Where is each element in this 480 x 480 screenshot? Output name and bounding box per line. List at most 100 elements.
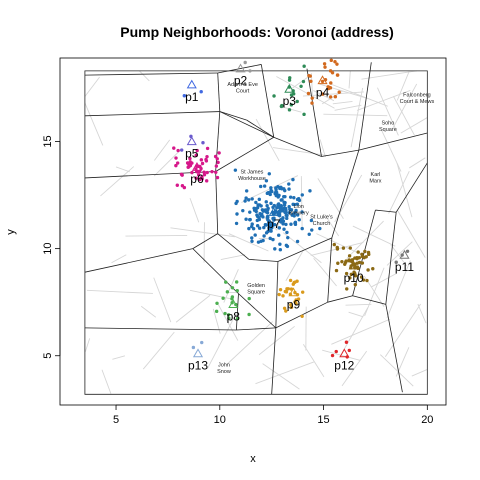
pump-p9-marker <box>288 287 299 297</box>
case-point <box>328 69 333 73</box>
case-point <box>307 232 311 236</box>
case-point <box>359 275 364 279</box>
voronoi-edge <box>236 327 276 331</box>
case-point <box>286 287 291 291</box>
case-point <box>360 261 365 265</box>
street-segment <box>356 90 411 111</box>
landmark-label: Square <box>379 127 397 133</box>
case-point <box>288 278 293 283</box>
case-point <box>348 276 352 280</box>
case-point <box>235 316 240 321</box>
voronoi-edge <box>385 304 403 393</box>
street-segment <box>396 209 426 258</box>
case-point <box>309 218 314 223</box>
voronoi-edge <box>192 248 239 294</box>
case-point <box>284 213 288 217</box>
case-point <box>188 160 192 164</box>
case-point <box>278 242 282 246</box>
case-point <box>360 252 364 256</box>
case-point <box>287 211 292 215</box>
voronoi-edge <box>217 72 221 112</box>
case-point <box>277 193 281 198</box>
street-segment <box>390 244 407 267</box>
landmark-label: John <box>218 362 230 368</box>
case-point <box>322 62 327 66</box>
case-point <box>234 201 238 206</box>
case-point <box>281 222 285 226</box>
landmark-label: Adam & Eve <box>227 82 258 88</box>
case-point <box>217 151 221 155</box>
pump-p8-marker <box>228 299 239 308</box>
landmark-label: Church <box>313 221 331 227</box>
case-point <box>365 278 369 283</box>
case-point <box>343 262 347 267</box>
case-point <box>257 217 262 222</box>
case-point <box>174 163 178 168</box>
case-point <box>405 249 410 254</box>
voronoi-edge <box>215 136 274 172</box>
case-point <box>194 153 198 158</box>
case-point <box>353 256 357 260</box>
case-point <box>295 213 300 217</box>
case-point <box>294 301 298 306</box>
case-point <box>394 260 398 264</box>
case-point <box>230 297 234 301</box>
case-point <box>254 206 259 211</box>
case-point <box>259 184 263 189</box>
street-segment <box>331 318 391 345</box>
case-point <box>353 271 357 276</box>
case-point <box>310 101 314 105</box>
case-point <box>214 164 219 168</box>
x-tick-label: 5 <box>113 414 119 426</box>
case-point <box>295 239 300 244</box>
pump-p5-marker <box>186 136 197 146</box>
case-point <box>205 146 210 151</box>
case-point <box>215 301 219 305</box>
case-point <box>195 148 199 153</box>
street-segment <box>396 162 413 218</box>
street-segment <box>86 289 153 294</box>
pump-p6-marker <box>191 162 203 171</box>
case-point <box>241 208 245 213</box>
street-segment <box>392 95 415 136</box>
street-segment <box>352 225 396 247</box>
case-point <box>257 226 262 230</box>
case-point <box>284 222 288 227</box>
voronoi-edge <box>260 64 275 138</box>
case-point <box>272 94 276 98</box>
map-boundary <box>84 70 428 395</box>
voronoi-edge <box>248 258 278 262</box>
case-point <box>300 314 304 319</box>
pump-p12-marker <box>339 348 350 358</box>
voronoi-edge <box>235 293 239 331</box>
landmark-label: St James <box>240 170 263 176</box>
street-segment <box>313 257 337 287</box>
case-point <box>270 221 274 225</box>
voronoi-edge <box>358 132 428 151</box>
case-point <box>267 226 271 230</box>
case-point <box>328 95 333 99</box>
case-point <box>297 198 302 203</box>
case-point <box>190 170 194 175</box>
case-point <box>224 280 228 284</box>
case-point <box>274 190 279 195</box>
case-point <box>283 194 287 199</box>
case-point <box>320 79 325 84</box>
street-segment <box>100 166 135 197</box>
case-point <box>210 169 214 174</box>
case-point <box>329 81 333 85</box>
street-segment <box>84 76 100 97</box>
case-point <box>277 213 282 218</box>
case-point <box>332 242 336 247</box>
case-point <box>243 60 247 65</box>
street-segment <box>139 70 150 82</box>
case-point <box>250 197 254 201</box>
case-point <box>200 175 204 179</box>
case-point <box>214 309 219 314</box>
pump-p3-label: p3 <box>283 94 297 108</box>
voronoi-edge <box>395 162 428 213</box>
y-axis-label: y <box>5 229 17 235</box>
street-segment <box>400 117 428 134</box>
street-segment <box>332 100 353 105</box>
street-segment <box>348 70 351 89</box>
